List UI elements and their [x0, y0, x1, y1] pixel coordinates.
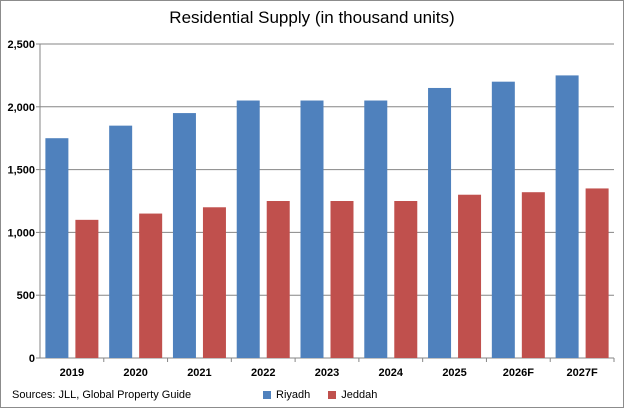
- bar-riyadh-2024: [364, 100, 388, 359]
- bar-jeddah-2025: [458, 194, 482, 358]
- y-tick-label: 2,500: [7, 39, 35, 51]
- legend-swatch-jeddah: [328, 391, 337, 399]
- x-tick-label: 2021: [187, 367, 211, 379]
- y-tick-label: 0: [29, 353, 35, 365]
- x-tick-label: 2019: [60, 367, 84, 379]
- chart-title: Residential Supply (in thousand units): [169, 8, 455, 27]
- bar-riyadh-2026f: [491, 81, 515, 359]
- bar-jeddah-2026f: [521, 192, 545, 358]
- bar-jeddah-2019: [75, 219, 99, 358]
- bar-riyadh-2022: [236, 100, 260, 359]
- y-tick-label: 1,500: [7, 165, 35, 177]
- legend-item-jeddah: Jeddah: [328, 389, 377, 401]
- legend-label-jeddah: Jeddah: [341, 389, 378, 401]
- bar-jeddah-2027f: [585, 188, 609, 358]
- bar-riyadh-2020: [109, 125, 133, 358]
- y-tick-label: 1,000: [7, 227, 35, 239]
- bar-jeddah-2021: [202, 207, 226, 358]
- legend-item-riyadh: Riyadh: [263, 389, 310, 401]
- bar-riyadh-2021: [172, 113, 196, 358]
- bar-jeddah-2022: [266, 201, 290, 358]
- legend-label-riyadh: Riyadh: [276, 389, 311, 401]
- x-tick-label: 2027F: [567, 367, 598, 379]
- y-tick-label: 2,000: [7, 102, 35, 114]
- bar-jeddah-2023: [330, 201, 354, 358]
- bar-riyadh-2023: [300, 100, 324, 359]
- x-tick-label: 2026F: [503, 367, 534, 379]
- y-tick-label: 500: [17, 290, 35, 302]
- bar-riyadh-2019: [45, 138, 69, 358]
- bar-riyadh-2025: [428, 87, 452, 359]
- bar-riyadh-2027f: [555, 75, 579, 359]
- x-tick-label: 2022: [251, 367, 275, 379]
- x-tick-label: 2020: [123, 367, 147, 379]
- x-tick-label: 2023: [315, 367, 339, 379]
- bar-jeddah-2020: [139, 213, 163, 358]
- x-tick-label: 2025: [442, 367, 466, 379]
- chart-legend: Riyadh Jeddah: [263, 389, 395, 401]
- legend-swatch-riyadh: [263, 391, 271, 399]
- x-tick-label: 2024: [379, 367, 404, 379]
- source-note: Sources: JLL, Global Property Guide: [12, 389, 192, 401]
- bar-jeddah-2024: [394, 201, 418, 358]
